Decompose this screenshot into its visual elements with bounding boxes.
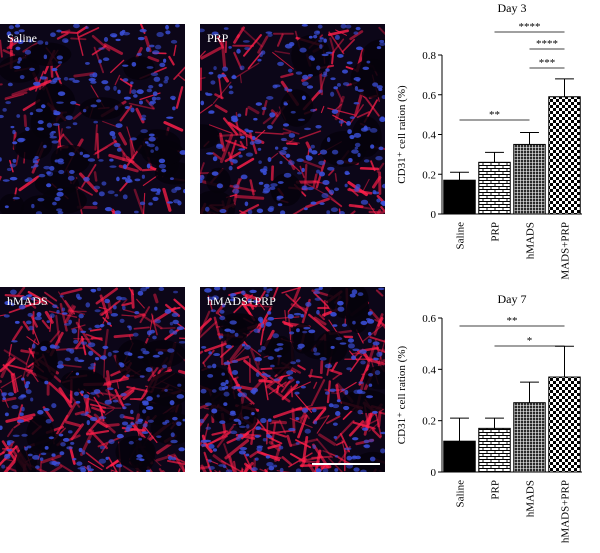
bar [478,161,511,215]
significance-label: **** [519,21,541,33]
error-bar [520,381,539,403]
micrograph-hmads-prp: hMADS+PRP [200,287,385,472]
significance-label: ** [489,109,500,121]
bar [513,143,546,215]
significance-label: *** [539,57,556,69]
scale-bar [312,463,380,465]
error-bar [485,417,504,429]
y-axis-label: CD31⁺ cell ration (%) [396,345,408,444]
category-label: hMADS [525,480,537,517]
category-label: PRP [490,480,502,500]
panel-label-hmads: hMADS [7,294,48,308]
category-label: hMADS+PRP [560,480,572,543]
y-tick-label: 0.2 [422,416,436,428]
y-tick-label: 0 [431,209,437,221]
y-tick-label: 0.4 [422,364,436,376]
panel-label-hmads-prp: hMADS+PRP [207,294,276,308]
y-tick-label: 0.8 [422,50,436,62]
y-tick-label: 0.6 [422,313,436,325]
micrograph-texture [200,24,385,214]
bar [443,440,476,473]
y-tick-label: 0.2 [422,169,436,181]
error-bar [555,345,574,378]
panel-label-prp: PRP [207,31,229,45]
error-bar [520,132,539,145]
error-bar [555,78,574,97]
y-axis-label: CD31⁺ cell ration (%) [396,85,408,184]
chart-title: Day 7 [498,292,527,306]
bar [513,402,546,473]
chart-svg: Day 3 0 0.2 0.4 0.6 0.8 CD31⁺ cell ration (%) S… [396,1,582,280]
bar [478,427,511,473]
category-label: hMADS [525,222,537,259]
micrograph-saline: Saline [0,24,185,214]
micrograph-hmads: hMADS [0,287,185,472]
chart-title: Day 3 [498,1,527,15]
significance-label: * [527,335,533,347]
category-label: Saline [455,222,467,250]
chart-day7: Day 7 0 0.2 0.4 0.6 CD31⁺ cell ration (%) Sali… [385,285,600,553]
category-label: Saline [455,480,467,508]
bar [548,376,581,473]
y-tick-label: 0.6 [422,90,436,102]
micrograph-texture [0,24,185,214]
category-label: hMADS+PRP [560,222,572,280]
y-tick-label: 0 [431,467,437,479]
panel-label-saline: Saline [7,31,37,45]
error-bar [485,151,504,163]
error-bar [450,417,469,442]
chart-svg: Day 7 0 0.2 0.4 0.6 CD31⁺ cell ration (%) Sali… [396,292,582,543]
micrograph-texture [200,287,385,472]
chart-day3: Day 3 0 0.2 0.4 0.6 0.8 CD31⁺ cell ration (%) S… [385,0,600,280]
significance-label: **** [536,38,558,50]
y-tick-label: 0.4 [422,130,436,142]
category-label: PRP [490,222,502,242]
error-bar [450,171,469,181]
bar [548,96,581,215]
micrograph-texture [0,287,185,472]
bar [443,179,476,215]
micrograph-prp: PRP [200,24,385,214]
significance-label: ** [507,315,518,327]
